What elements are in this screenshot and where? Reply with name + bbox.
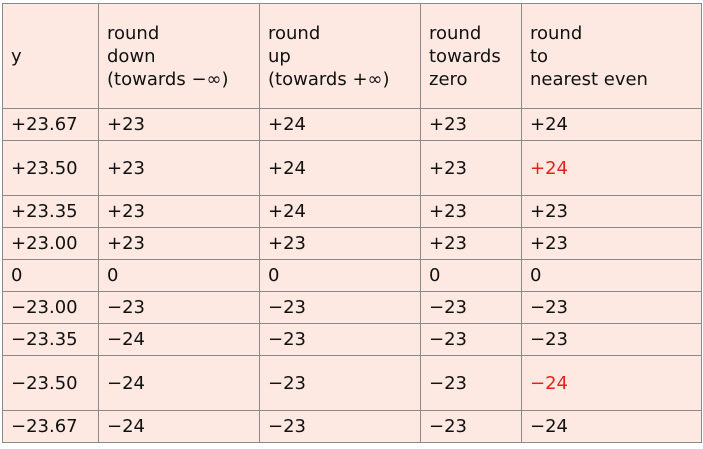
header-line: to [530,45,549,67]
header-line: towards [429,45,501,67]
cell-round-nearest-even: +24 [521,108,702,141]
header-round-towards-zero: round towards zero [420,3,522,109]
table-row: −23.50 −24 −23 −23 −24 [2,355,702,411]
table-row: +23.00 +23 +23 +23 +23 [2,227,702,260]
cell-y: +23.00 [2,227,99,260]
rounding-table: y round down (towards −∞) round up (towa… [2,3,702,443]
cell-round-towards-zero: +23 [420,227,522,260]
table-row: +23.67 +23 +24 +23 +24 [2,108,702,141]
header-line: round [429,22,482,44]
cell-round-down: −24 [98,323,260,356]
header-line: down [107,45,156,67]
cell-round-down: 0 [98,259,260,292]
cell-round-down: +23 [98,108,260,141]
cell-round-towards-zero: +23 [420,140,522,196]
table-row: −23.67 −24 −23 −23 −24 [2,410,702,443]
cell-round-up: −23 [259,323,421,356]
cell-round-up: −23 [259,291,421,324]
table-row: +23.50 +23 +24 +23 +24 [2,140,702,196]
cell-y: −23.00 [2,291,99,324]
cell-round-nearest-even: 0 [521,259,702,292]
cell-y: +23.35 [2,195,99,228]
header-line: up [268,45,291,67]
header-line: round [530,22,583,44]
cell-round-towards-zero: −23 [420,323,522,356]
cell-y: +23.67 [2,108,99,141]
cell-round-down: −24 [98,355,260,411]
cell-round-down: +23 [98,195,260,228]
cell-y: −23.50 [2,355,99,411]
header-round-down: round down (towards −∞) [98,3,260,109]
table-row: 0 0 0 0 0 [2,259,702,292]
header-row: y round down (towards −∞) round up (towa… [2,3,702,109]
header-line: round [107,22,160,44]
header-round-up: round up (towards +∞) [259,3,421,109]
cell-round-nearest-even: +23 [521,195,702,228]
cell-round-up: +23 [259,227,421,260]
cell-round-nearest-even: −24 [521,410,702,443]
cell-round-nearest-even-highlighted: +24 [521,140,702,196]
cell-round-nearest-even: −23 [521,323,702,356]
cell-round-towards-zero: +23 [420,195,522,228]
cell-round-down: +23 [98,227,260,260]
header-line: (towards −∞) [107,68,229,90]
header-y: y [2,3,99,109]
header-y-line: y [11,45,22,67]
header-line: (towards +∞) [268,68,390,90]
cell-round-towards-zero: −23 [420,355,522,411]
table-row: −23.00 −23 −23 −23 −23 [2,291,702,324]
header-line: nearest even [530,68,648,90]
cell-round-up: +24 [259,195,421,228]
cell-round-towards-zero: 0 [420,259,522,292]
header-line: zero [429,68,468,90]
cell-round-down: −24 [98,410,260,443]
cell-y: −23.67 [2,410,99,443]
table-row: +23.35 +23 +24 +23 +23 [2,195,702,228]
cell-round-nearest-even: −23 [521,291,702,324]
cell-round-up: −23 [259,355,421,411]
cell-y: 0 [2,259,99,292]
cell-round-down: −23 [98,291,260,324]
cell-round-towards-zero: +23 [420,108,522,141]
header-round-nearest-even: round to nearest even [521,3,702,109]
cell-round-up: −23 [259,410,421,443]
cell-round-nearest-even-highlighted: −24 [521,355,702,411]
cell-round-towards-zero: −23 [420,291,522,324]
cell-y: +23.50 [2,140,99,196]
cell-round-up: +24 [259,108,421,141]
cell-round-down: +23 [98,140,260,196]
cell-round-towards-zero: −23 [420,410,522,443]
cell-round-nearest-even: +23 [521,227,702,260]
cell-round-up: 0 [259,259,421,292]
header-line: round [268,22,321,44]
cell-round-up: +24 [259,140,421,196]
table-row: −23.35 −24 −23 −23 −23 [2,323,702,356]
cell-y: −23.35 [2,323,99,356]
